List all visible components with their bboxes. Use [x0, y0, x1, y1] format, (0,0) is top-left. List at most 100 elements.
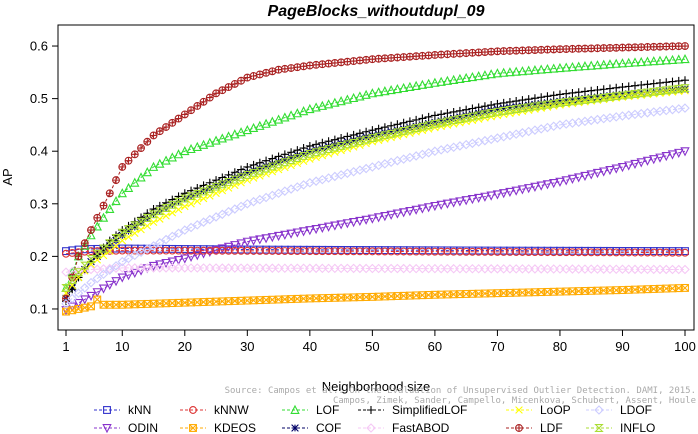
data-point-kdeos — [668, 284, 677, 293]
data-point-simplifiedlof — [330, 135, 339, 144]
y-tick-label: 0.5 — [30, 91, 48, 106]
data-point-fastabod — [242, 263, 253, 273]
data-point-cof — [431, 118, 439, 127]
data-point-ldf — [450, 50, 458, 58]
data-point-cof — [312, 145, 320, 154]
data-point-ldof — [198, 217, 209, 227]
data-point-simplifiedlof — [649, 79, 658, 88]
data-point-lof — [498, 67, 509, 77]
data-point-odin — [574, 173, 584, 183]
data-point-lof — [230, 129, 240, 139]
data-point-ldf — [594, 44, 601, 52]
data-point-fastabod — [130, 263, 140, 273]
legend-marker-ldof — [594, 405, 604, 415]
data-point-fastabod — [580, 264, 590, 274]
data-point-odin — [430, 201, 440, 212]
legend-label-fastabod: FastABOD — [392, 421, 450, 434]
data-point-kdeos — [406, 291, 414, 300]
data-point-ldof — [73, 288, 84, 298]
data-point-lof — [355, 91, 365, 101]
data-point-kdeos — [187, 298, 195, 307]
data-point-ldof — [186, 222, 196, 233]
data-point-lof — [580, 61, 590, 71]
data-point-cof — [105, 242, 114, 250]
data-point-ldf — [537, 46, 545, 54]
data-point-inflo — [642, 88, 653, 97]
series-fastabod — [61, 263, 690, 277]
data-point-simplifiedlof — [143, 209, 152, 218]
data-point-inflo — [548, 99, 559, 108]
data-point-fastabod — [161, 263, 171, 273]
data-point-inflo — [598, 93, 609, 102]
data-point-ldf — [544, 46, 551, 54]
legend-item-inflo: INFLO — [586, 421, 655, 434]
legend-marker-inflo — [594, 424, 604, 432]
data-point-inflo — [517, 104, 528, 113]
data-point-kdeos — [468, 290, 477, 298]
data-point-simplifiedlof — [168, 195, 177, 204]
data-point-ldf — [318, 60, 326, 68]
data-point-odin — [92, 288, 102, 298]
data-point-lof — [630, 57, 640, 67]
data-point-kdeos — [387, 292, 395, 301]
series-line-loop — [65, 90, 686, 294]
data-point-lof — [280, 112, 290, 122]
data-point-ldof — [205, 214, 215, 225]
data-point-loop — [112, 242, 120, 250]
data-point-kdeos — [343, 293, 352, 302]
legend-item-simplifiedlof: SimplifiedLOF — [358, 403, 467, 417]
data-point-odin — [86, 291, 96, 302]
data-point-simplifiedlof — [624, 82, 633, 91]
data-point-simplifiedlof — [324, 137, 333, 146]
data-point-cof — [293, 151, 302, 160]
data-point-lof — [636, 56, 646, 67]
x-tick-label: 1 — [62, 339, 69, 354]
data-point-simplifiedlof — [555, 90, 564, 99]
legend: kNN kNNW LOF SimplifiedLOF LoOP LDOF ODIN KDEOS… — [94, 403, 655, 434]
data-point-odin — [398, 208, 409, 218]
x-tick-label: 60 — [428, 339, 442, 354]
data-point-lof — [448, 74, 459, 84]
data-point-fastabod — [261, 263, 271, 273]
data-point-lof — [523, 65, 534, 75]
data-point-odin — [105, 280, 115, 290]
data-point-simplifiedlof — [587, 86, 596, 95]
data-point-lof — [211, 135, 221, 145]
watermark-authors: Campos, Zimek, Sander, Campello, Micenko… — [333, 396, 696, 406]
data-point-inflo — [511, 105, 521, 114]
x-tick-label: 20 — [178, 339, 192, 354]
data-point-fastabod — [298, 263, 309, 274]
data-point-odin — [411, 205, 421, 215]
data-point-kdeos — [293, 295, 302, 303]
data-point-inflo — [436, 118, 446, 127]
data-point-inflo — [211, 182, 221, 191]
data-point-ldf — [75, 252, 82, 260]
data-point-lof — [386, 85, 396, 95]
data-point-lof — [236, 127, 246, 137]
data-point-ldf — [193, 102, 201, 110]
data-point-fastabod — [423, 263, 434, 274]
data-point-ldf — [475, 48, 483, 56]
data-point-odin — [342, 219, 353, 229]
data-point-ldf — [137, 144, 145, 152]
data-point-kdeos — [574, 287, 583, 295]
data-point-cof — [356, 134, 364, 143]
data-point-cof — [593, 93, 602, 101]
data-point-odin — [236, 239, 246, 249]
data-point-kdeos — [112, 300, 120, 309]
data-point-cof — [474, 109, 483, 117]
data-point-inflo — [448, 116, 459, 125]
data-point-loop — [124, 233, 133, 241]
data-point-inflo — [473, 111, 484, 120]
data-point-inflo — [355, 137, 365, 146]
data-point-inflo — [67, 276, 77, 284]
data-point-knnw — [681, 248, 689, 257]
data-point-inflo — [411, 124, 421, 133]
data-point-inflo — [123, 225, 134, 233]
data-point-odin — [542, 180, 553, 190]
data-point-odin — [480, 192, 490, 202]
legend-marker-kdeos — [189, 424, 197, 432]
data-point-inflo — [667, 85, 678, 94]
data-point-kdeos — [431, 290, 439, 299]
data-point-odin — [248, 236, 259, 246]
